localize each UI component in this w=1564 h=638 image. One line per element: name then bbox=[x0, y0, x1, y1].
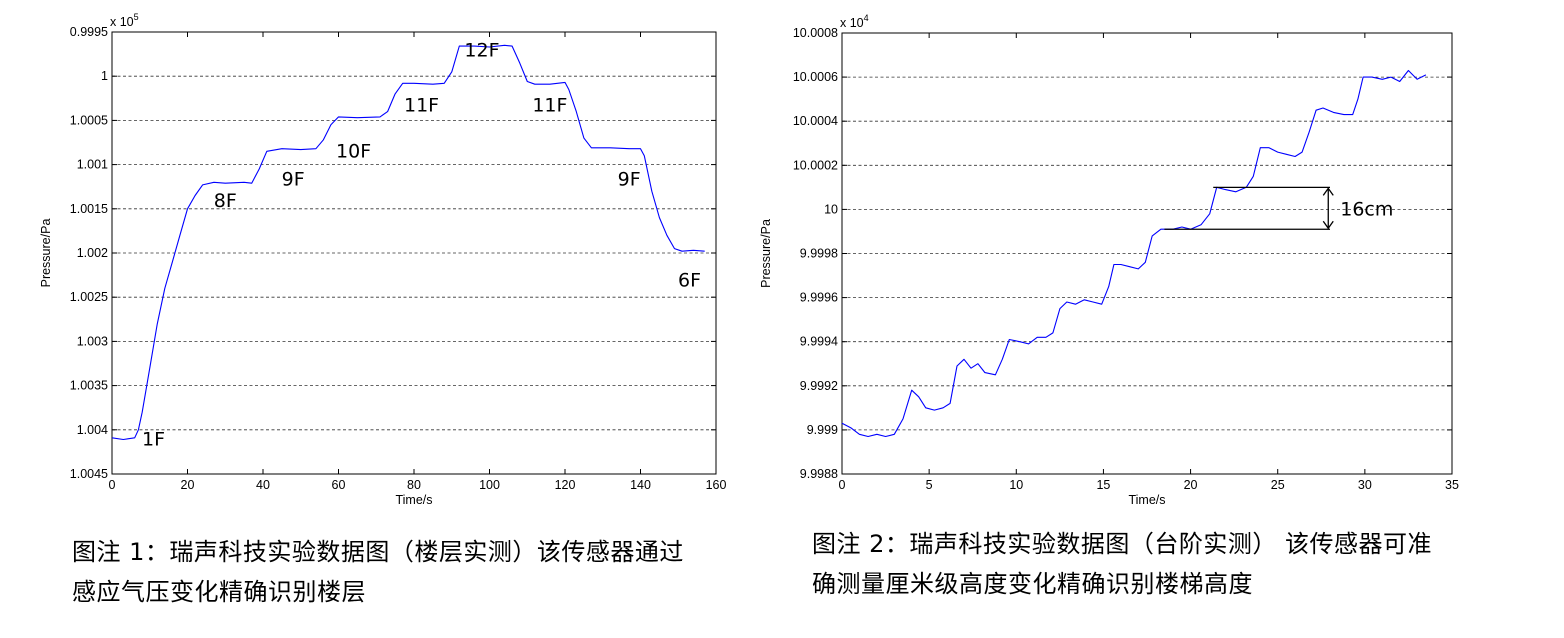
exponent-power: 5 bbox=[134, 12, 139, 22]
caption-floor-chart: 图注 1：瑞声科技实验数据图（楼层实测）该传感器通过 感应气压变化精确识别楼层 bbox=[72, 532, 782, 612]
x-axis-label: Time/s bbox=[395, 493, 432, 507]
y-tick-label: 1.0035 bbox=[70, 379, 108, 393]
x-tick-label: 100 bbox=[479, 478, 500, 492]
y-tick-label: 1.004 bbox=[77, 423, 108, 437]
x-tick-label: 140 bbox=[630, 478, 651, 492]
y-tick-label: 9.9998 bbox=[800, 247, 838, 261]
exponent-power: 4 bbox=[864, 13, 869, 23]
x-tick-label: 0 bbox=[839, 478, 846, 492]
x-tick-label: 80 bbox=[407, 478, 421, 492]
x-tick-label: 25 bbox=[1271, 478, 1285, 492]
y-tick-label: 1.0005 bbox=[70, 113, 108, 127]
y-tick-label: 9.9994 bbox=[800, 335, 838, 349]
y-tick-label: 9.9996 bbox=[800, 291, 838, 305]
y-tick-label: 10.0004 bbox=[793, 114, 838, 128]
x-axis-label: Time/s bbox=[1128, 493, 1165, 507]
arrow-head-up-icon bbox=[1322, 187, 1334, 196]
x-tick-label: 10 bbox=[1009, 478, 1023, 492]
y-tick-label: 1 bbox=[101, 69, 108, 83]
series-line bbox=[841, 69, 1427, 438]
chart-stair-pressure: 9.9988 9.999 9.9992 9.9994 9.9996 9.9998 10 10.… bbox=[759, 13, 1459, 507]
y-axis-label: Pressure/Pa bbox=[39, 219, 53, 288]
x-tick-label: 30 bbox=[1358, 478, 1372, 492]
exponent-base: x 10 bbox=[110, 15, 134, 29]
floor-label: 12F bbox=[464, 40, 499, 62]
floor-label: 6F bbox=[678, 270, 701, 292]
floor-label: 10F bbox=[336, 140, 371, 162]
y-tick-label: 1.002 bbox=[77, 246, 108, 260]
caption-line: 图注 1：瑞声科技实验数据图（楼层实测）该传感器通过 bbox=[72, 538, 684, 566]
floor-label: 8F bbox=[214, 190, 237, 212]
exponent-label: x 104 bbox=[840, 13, 869, 30]
exponent-label: x 105 bbox=[110, 12, 139, 29]
chart-floor-pressure: 0.9995 1 1.0005 1.001 1.0015 1.002 1.0025 1.003… bbox=[39, 12, 726, 507]
x-tick-label: 20 bbox=[1184, 478, 1198, 492]
x-tick-label: 15 bbox=[1096, 478, 1110, 492]
y-tick-label: 10 bbox=[824, 202, 838, 216]
caption-line: 感应气压变化精确识别楼层 bbox=[72, 578, 366, 606]
y-tick-label: 9.999 bbox=[807, 423, 838, 437]
exponent-base: x 10 bbox=[840, 16, 864, 30]
floor-label: 9F bbox=[282, 169, 305, 191]
x-tick-label: 160 bbox=[706, 478, 727, 492]
y-axis-label: Pressure/Pa bbox=[759, 219, 773, 288]
y-tick-label: 1.0025 bbox=[70, 290, 108, 304]
series-line bbox=[111, 44, 705, 441]
floor-label: 1F bbox=[142, 429, 165, 451]
y-tick-label: 10.0002 bbox=[793, 158, 838, 172]
y-tick-label: 9.9992 bbox=[800, 379, 838, 393]
x-tick-label: 5 bbox=[926, 478, 933, 492]
height-label: 16cm bbox=[1340, 198, 1393, 220]
y-tick-label: 0.9995 bbox=[70, 25, 108, 39]
y-tick-label: 1.003 bbox=[77, 334, 108, 348]
arrow-head-down-icon bbox=[1322, 220, 1334, 230]
figure-canvas: 0.9995 1 1.0005 1.001 1.0015 1.002 1.0025 1.003… bbox=[39, 12, 1459, 507]
caption-line: 确测量厘米级高度变化精确识别楼梯高度 bbox=[812, 570, 1253, 598]
floor-label: 11F bbox=[404, 94, 439, 116]
x-tick-label: 35 bbox=[1445, 478, 1459, 492]
y-tick-label: 1.0045 bbox=[70, 467, 108, 481]
x-tick-label: 60 bbox=[332, 478, 346, 492]
floor-label: 11F bbox=[532, 94, 567, 116]
floor-label: 9F bbox=[618, 169, 641, 191]
x-tick-label: 0 bbox=[109, 478, 116, 492]
caption-line: 图注 2：瑞声科技实验数据图（台阶实测） 该传感器可准 bbox=[812, 530, 1433, 558]
y-tick-label: 10.0006 bbox=[793, 70, 838, 84]
y-tick-label: 10.0008 bbox=[793, 26, 838, 40]
y-tick-label: 1.001 bbox=[77, 158, 108, 172]
x-tick-label: 20 bbox=[181, 478, 195, 492]
x-tick-label: 120 bbox=[555, 478, 576, 492]
x-tick-label: 40 bbox=[256, 478, 270, 492]
caption-stair-chart: 图注 2：瑞声科技实验数据图（台阶实测） 该传感器可准 确测量厘米级高度变化精确… bbox=[812, 524, 1552, 604]
y-tick-label: 1.0015 bbox=[70, 202, 108, 216]
y-tick-label: 9.9988 bbox=[800, 467, 838, 481]
